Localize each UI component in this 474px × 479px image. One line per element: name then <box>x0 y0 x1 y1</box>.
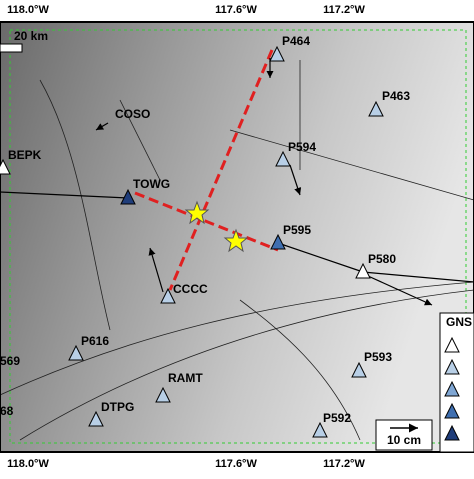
station <box>275 150 291 167</box>
station <box>351 361 367 378</box>
station-label: 68 <box>0 404 14 418</box>
station <box>355 262 371 279</box>
bottom-lon-label: 118.0°W <box>7 458 49 470</box>
station <box>312 421 328 438</box>
station <box>270 233 286 250</box>
profile-line <box>168 49 274 291</box>
station-label: RAMT <box>168 371 203 385</box>
station-label: P580 <box>368 252 396 266</box>
station-label: COSO <box>115 107 150 121</box>
scale-label: 20 km <box>14 29 48 43</box>
legend-symbol <box>444 402 460 419</box>
legend-symbol <box>444 424 460 441</box>
station <box>160 287 176 304</box>
epicenter <box>223 228 249 253</box>
station <box>368 100 384 117</box>
station-label: P592 <box>323 411 351 425</box>
station-label: TOWG <box>133 177 170 191</box>
station-label: CCCC <box>173 282 208 296</box>
station-label: P616 <box>81 334 109 348</box>
baseline <box>0 191 129 199</box>
frame <box>0 21 474 453</box>
station-label: BEPK <box>8 148 42 162</box>
legend-symbol <box>444 336 460 353</box>
station <box>0 158 11 175</box>
station-label: P595 <box>283 223 311 237</box>
legend-symbol <box>444 380 460 397</box>
study-area <box>9 29 467 444</box>
legend-title: GNS <box>446 315 472 329</box>
epicenter <box>184 200 210 225</box>
bottom-lon-label: 117.6°W <box>215 458 257 470</box>
station-label: P464 <box>282 34 310 48</box>
faults <box>0 60 474 441</box>
station-label: P594 <box>288 140 316 154</box>
baseline <box>277 242 364 273</box>
legend <box>439 312 474 453</box>
station <box>120 188 136 205</box>
station <box>88 410 104 427</box>
velocity-scale <box>375 419 433 451</box>
top-lon-label: 118.0°W <box>7 4 49 16</box>
legend-symbol <box>444 358 460 375</box>
station-label: DTPG <box>101 400 134 414</box>
baseline <box>362 271 474 283</box>
bottom-lon-label: 117.2°W <box>323 458 365 470</box>
station <box>68 344 84 361</box>
station <box>155 386 171 403</box>
velocity-arrows <box>95 58 433 306</box>
station-label: 569 <box>0 354 20 368</box>
station-label: P593 <box>364 350 392 364</box>
scale-bar <box>0 43 23 53</box>
station-label: P463 <box>382 89 410 103</box>
top-lon-label: 117.2°W <box>323 4 365 16</box>
profile-line <box>134 191 279 252</box>
top-lon-label: 117.6°W <box>215 4 257 16</box>
velocity-label: 10 cm <box>387 433 421 447</box>
station <box>269 45 285 62</box>
